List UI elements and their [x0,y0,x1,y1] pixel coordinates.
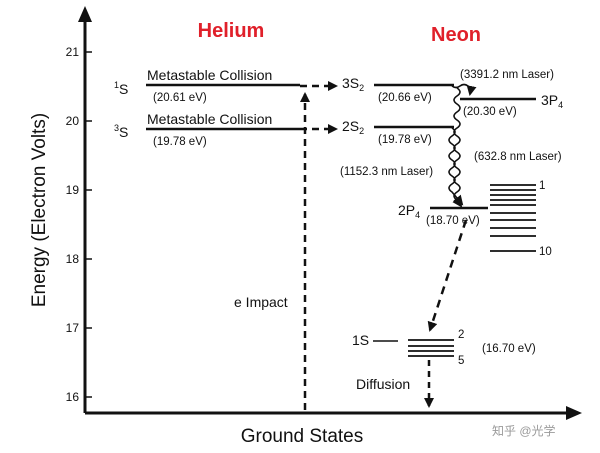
neon-2s2-label: 2S2 [342,118,364,136]
neon-2p-index-top: 1 [539,180,545,192]
laser-632-wave [452,87,463,208]
helium-title: Helium [198,20,265,42]
x-axis-title: Ground States [241,426,364,447]
neon-title: Neon [431,24,481,46]
ytick-16: 16 [66,390,80,404]
neon-2p-sublevels [490,184,536,252]
watermark: 知乎 @光学 [492,423,556,438]
diffusion-label: Diffusion [356,376,410,392]
helium-3s-label: 3S [114,123,128,140]
y-ticks [85,51,92,398]
neon-1s-index-top: 2 [458,329,464,341]
ytick-21: 21 [66,45,80,59]
helium-3s-energy: (19.78 eV) [153,136,207,148]
neon-1s-label: 1S [352,332,369,348]
laser-1152-wave [448,127,464,206]
neon-2p4-label: 2P4 [398,202,420,220]
neon-3p4-label: 3P4 [541,92,563,110]
ytick-19: 19 [66,183,80,197]
laser-3391-wave [451,83,477,96]
neon-1s-sublevels [408,339,454,357]
neon-3s2-energy: (20.66 eV) [378,92,432,104]
laser-1152-label: (1152.3 nm Laser) [340,166,433,178]
y-axis-arrowhead [78,6,92,22]
x-axis-arrowhead [566,406,582,420]
neon-2s2-energy: (19.78 eV) [378,134,432,146]
e-impact-label: e Impact [234,294,288,310]
helium-3s-caption: Metastable Collision [147,111,272,127]
helium-1s-label: 1S [114,80,128,97]
laser-632-label: (632.8 nm Laser) [474,151,562,163]
ytick-17: 17 [66,321,80,335]
ytick-18: 18 [66,252,80,266]
neon-1s-index-bottom: 5 [458,355,464,367]
neon-1s-energy: (16.70 eV) [482,343,536,355]
y-axis-title: Energy (Electron Volts) [29,113,50,307]
neon-2p4-energy: (18.70 eV) [426,215,480,227]
neon-2p-index-bottom: 10 [539,246,552,258]
helium-1s-caption: Metastable Collision [147,67,272,83]
ytick-20: 20 [66,114,80,128]
helium-1s-energy: (20.61 eV) [153,92,207,104]
decay-2p-to-1s-arrow [427,219,468,332]
neon-3s2-label: 3S2 [342,75,364,93]
laser-3391-label: (3391.2 nm Laser) [460,69,554,81]
neon-3p4-energy: (20.30 eV) [463,106,517,118]
